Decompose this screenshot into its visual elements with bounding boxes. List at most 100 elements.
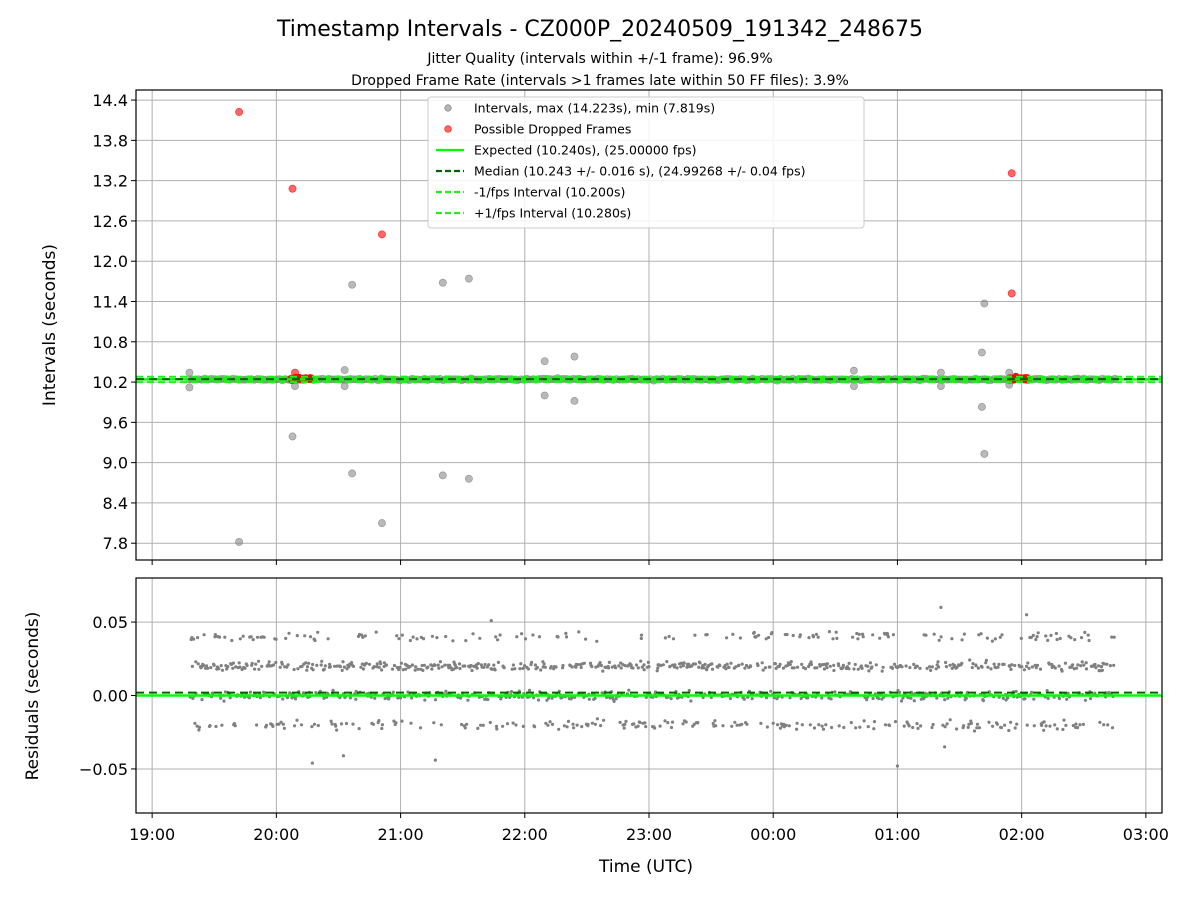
residual-point bbox=[511, 721, 515, 725]
residual-point bbox=[469, 663, 473, 668]
residual-point bbox=[689, 699, 693, 703]
residual-point bbox=[666, 721, 670, 725]
residual-point bbox=[795, 727, 799, 731]
residual-point bbox=[423, 698, 427, 702]
residual-point bbox=[305, 665, 310, 669]
residual-point bbox=[295, 634, 299, 638]
residual-point bbox=[395, 634, 399, 638]
residual-point bbox=[768, 665, 772, 669]
residual-point bbox=[697, 665, 701, 669]
residual-point bbox=[200, 698, 204, 702]
residual-point bbox=[379, 662, 383, 666]
residual-point bbox=[1038, 667, 1043, 671]
residual-point bbox=[789, 660, 793, 664]
residual-point bbox=[861, 632, 865, 636]
residual-point bbox=[231, 666, 235, 670]
residual-point bbox=[911, 725, 915, 730]
residual-point bbox=[1079, 636, 1084, 640]
residual-point bbox=[375, 665, 379, 669]
residual-point bbox=[898, 690, 902, 695]
residual-point bbox=[735, 723, 739, 727]
residual-point bbox=[1023, 697, 1027, 701]
residual-point bbox=[856, 637, 860, 641]
residual-point bbox=[759, 721, 763, 726]
residual-point bbox=[1112, 635, 1116, 639]
residual-point bbox=[255, 723, 259, 727]
residual-point bbox=[311, 668, 315, 672]
residual-point bbox=[881, 665, 885, 669]
x-tick-label: 02:00 bbox=[999, 825, 1045, 844]
residual-point bbox=[729, 661, 733, 665]
interval-point bbox=[464, 274, 473, 283]
residual-point bbox=[264, 723, 269, 728]
residual-point bbox=[340, 668, 344, 673]
residual-point bbox=[382, 661, 386, 665]
residual-point bbox=[895, 764, 900, 768]
residual-point bbox=[928, 665, 932, 669]
residual-point bbox=[554, 665, 558, 669]
residual-point bbox=[861, 635, 865, 639]
residual-point bbox=[968, 658, 972, 662]
residual-point bbox=[1055, 727, 1059, 731]
residual-point bbox=[408, 664, 412, 669]
residual-point bbox=[1094, 666, 1098, 670]
residual-point bbox=[322, 667, 326, 672]
residual-point bbox=[752, 630, 756, 635]
residual-point bbox=[406, 690, 410, 694]
residual-point bbox=[663, 636, 668, 640]
residual-point bbox=[341, 660, 345, 664]
residual-point bbox=[787, 724, 791, 728]
residual-point bbox=[671, 637, 676, 641]
residual-point bbox=[619, 661, 623, 665]
residual-point bbox=[226, 665, 230, 669]
residual-point bbox=[377, 665, 381, 670]
residual-point bbox=[320, 659, 324, 663]
residual-point bbox=[624, 719, 628, 724]
residual-point bbox=[1015, 722, 1019, 726]
residual-point bbox=[546, 723, 550, 727]
residual-point bbox=[631, 666, 635, 670]
residual-point bbox=[1088, 697, 1093, 701]
residual-point bbox=[237, 661, 241, 665]
residual-point bbox=[523, 664, 527, 668]
residual-point bbox=[476, 661, 480, 666]
residual-point bbox=[623, 722, 627, 727]
intervals-legend: Intervals, max (14.223s), min (7.819s) Po… bbox=[427, 96, 865, 229]
interval-point bbox=[464, 474, 473, 483]
residual-point bbox=[263, 691, 267, 695]
residual-point bbox=[313, 638, 317, 643]
residual-point bbox=[247, 696, 251, 700]
intervals-axes-frame bbox=[135, 89, 1163, 561]
residual-point bbox=[642, 668, 646, 672]
residual-point bbox=[1079, 664, 1083, 668]
residual-point bbox=[1080, 660, 1084, 664]
residual-point bbox=[710, 667, 715, 671]
residual-point bbox=[1013, 726, 1017, 730]
residual-point bbox=[1032, 724, 1036, 728]
residual-point bbox=[918, 666, 922, 671]
residual-point bbox=[829, 697, 833, 701]
residual-point bbox=[728, 696, 733, 701]
legend-marker-intervals bbox=[444, 104, 452, 112]
residual-point bbox=[756, 663, 760, 668]
residual-point bbox=[786, 663, 790, 668]
residual-point bbox=[800, 662, 804, 667]
residual-point bbox=[943, 698, 947, 702]
residual-point bbox=[995, 722, 1000, 726]
residual-point bbox=[341, 754, 346, 758]
residual-point bbox=[1024, 664, 1029, 669]
residual-point bbox=[519, 662, 523, 666]
residual-point bbox=[1057, 664, 1061, 668]
residual-point bbox=[902, 724, 906, 728]
residual-point bbox=[870, 665, 874, 669]
residual-point bbox=[547, 696, 551, 700]
residual-point bbox=[296, 667, 300, 671]
residual-point bbox=[364, 661, 368, 666]
residual-point bbox=[392, 663, 397, 668]
residual-point bbox=[1065, 697, 1069, 701]
residual-point bbox=[496, 638, 500, 642]
residual-point bbox=[1084, 661, 1088, 665]
residual-point bbox=[919, 724, 923, 728]
residual-point bbox=[964, 696, 968, 700]
figure-title: Timestamp Intervals - CZ000P_20240509_19… bbox=[276, 17, 923, 42]
